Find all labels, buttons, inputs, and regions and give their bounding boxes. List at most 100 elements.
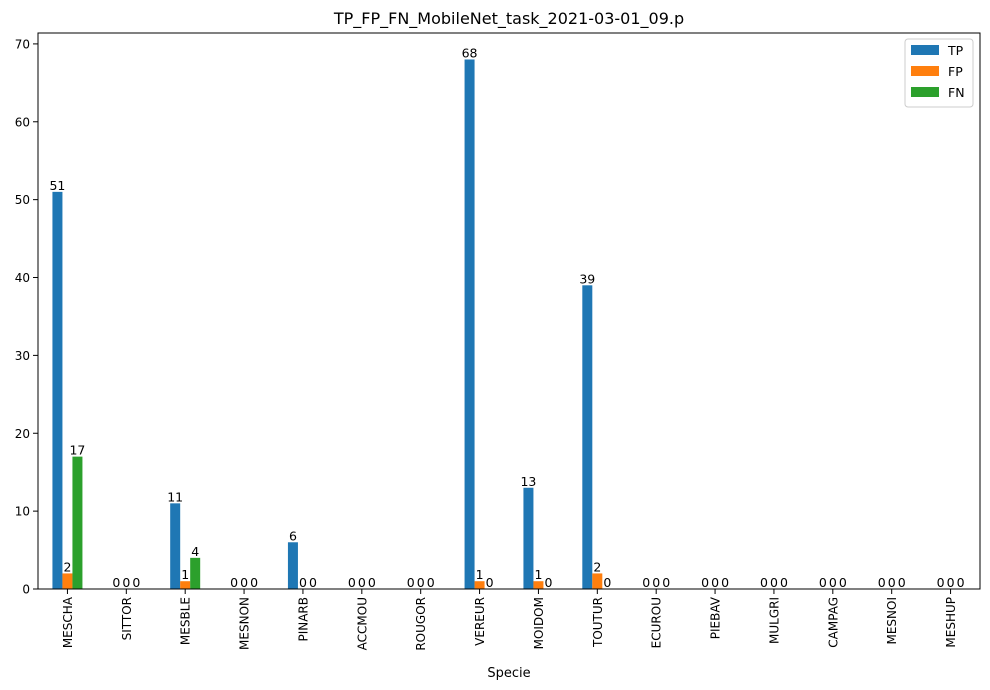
x-tick-label: PINARB [296,597,310,642]
x-tick-label: MOIDOM [532,597,546,649]
data-label-fp: 0 [770,575,778,590]
y-tick-label: 50 [15,193,30,207]
data-label-tp: 0 [230,575,238,590]
x-tick-label: TOUTUR [591,597,605,648]
bar-fp-vereur [474,581,485,589]
data-label-fp: 0 [888,575,896,590]
data-label-tp: 0 [878,575,886,590]
bar-tp-pinarb [287,542,298,589]
x-tick-label: ECUROU [650,597,664,648]
data-label-tp: 0 [407,575,415,590]
y-tick-label: 40 [15,271,30,285]
data-label-fp: 0 [240,575,248,590]
data-label-fn: 0 [721,575,729,590]
data-label-fn: 0 [427,575,435,590]
data-label-fn: 0 [780,575,788,590]
y-tick-label: 20 [15,427,30,441]
data-label-fn: 0 [898,575,906,590]
bars-group [52,59,603,589]
data-label-fn: 0 [250,575,258,590]
data-label-fp: 0 [122,575,130,590]
bar-tp-mesble [170,503,181,589]
data-label-fn: 0 [486,575,494,590]
x-tick-label: MESHUP [944,597,958,648]
x-tick-label: VEREUR [473,597,487,646]
y-tick-label: 60 [15,115,30,129]
bar-tp-vereur [464,59,475,589]
y-tick-label: 30 [15,349,30,363]
bar-fn-mescha [72,456,83,589]
data-label-fn: 0 [662,575,670,590]
data-label-tp: 0 [112,575,120,590]
data-label-tp: 0 [937,575,945,590]
bar-fp-moidom [533,581,544,589]
legend-label-fn: FN [948,85,965,100]
x-tick-label: ACCMOU [355,597,369,650]
legend-swatch-fp [911,66,939,76]
bar-tp-mescha [52,191,63,589]
data-label-fn: 0 [544,575,552,590]
data-label-tp: 6 [289,528,297,543]
data-label-fn: 0 [603,575,611,590]
data-label-fn: 17 [69,443,85,458]
legend: TP FP FN [904,38,974,108]
data-label-fn: 0 [839,575,847,590]
data-label-fp: 1 [181,567,189,582]
data-label-fp: 1 [534,567,542,582]
y-tick-label: 10 [15,505,30,519]
data-label-fp: 1 [476,567,484,582]
data-label-fp: 0 [652,575,660,590]
x-axis: MESCHA SITTOR MESBLE MESNON PINARB ACCMOU ROUG… [61,589,958,651]
data-label-tp: 0 [348,575,356,590]
x-tick-label: MESNOI [885,597,899,645]
bar-tp-moidom [523,487,534,589]
bar-fn-mesble [190,557,201,589]
x-tick-label: PIEBAV [709,596,723,639]
data-label-fp: 2 [63,559,71,574]
data-label-fp: 0 [829,575,837,590]
data-label-tp: 0 [760,575,768,590]
y-tick-label: 70 [15,37,30,51]
chart-title: TP_FP_FN_MobileNet_task_2021-03-01_09.p [333,9,684,29]
legend-label-tp: TP [947,43,964,58]
data-label-fn: 0 [368,575,376,590]
bar-fp-toutur [592,573,603,589]
x-tick-label: MESNON [238,597,252,650]
legend-label-fp: FP [948,64,963,79]
x-tick-label: MULGRI [767,597,781,644]
data-label-tp: 11 [167,489,183,504]
x-tick-label: MESBLE [179,597,193,645]
data-label-fn: 0 [132,575,140,590]
x-tick-label: CAMPAG [826,597,840,648]
legend-swatch-tp [911,45,939,55]
data-label-fp: 0 [711,575,719,590]
data-label-fn: 0 [309,575,317,590]
x-axis-label: Specie [487,666,530,681]
data-label-fn: 4 [191,544,199,559]
x-tick-label: MESCHA [61,596,75,648]
data-label-fp: 0 [417,575,425,590]
data-label-tp: 0 [642,575,650,590]
data-label-fp: 0 [299,575,307,590]
data-label-tp: 0 [701,575,709,590]
bar-fp-mesble [180,581,191,589]
data-label-fn: 0 [957,575,965,590]
bar-tp-toutur [582,285,593,589]
data-label-tp: 0 [819,575,827,590]
x-tick-label: ROUGOR [414,597,428,651]
data-label-tp: 68 [462,45,478,60]
bar-fp-mescha [62,573,73,589]
data-label-tp: 51 [49,178,65,193]
y-axis: 0 10 20 30 40 50 60 70 [15,37,38,597]
data-label-fp: 0 [358,575,366,590]
plot-frame [37,32,981,590]
legend-swatch-fn [911,87,939,97]
data-label-fp: 0 [947,575,955,590]
y-tick-label: 0 [22,583,30,597]
data-label-fp: 2 [593,559,601,574]
data-label-tp: 13 [520,474,536,489]
x-tick-label: SITTOR [120,597,134,640]
data-label-tp: 39 [579,271,595,286]
